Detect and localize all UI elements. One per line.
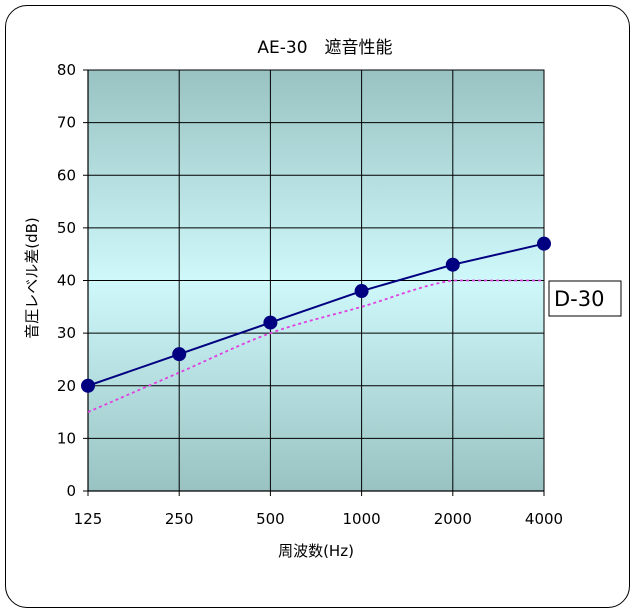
y-axis-title: 音圧レベル差(dB) xyxy=(23,217,41,339)
y-tick-label: 10 xyxy=(57,429,76,447)
axes: 0 10 20 30 40 50 60 70 80 125 250 500 1000 2000 4000 xyxy=(57,61,563,528)
d30-reference-label: D-30 xyxy=(548,280,622,317)
series-line-ae30 xyxy=(87,242,545,387)
chart-title: AE-30 遮音性能 xyxy=(257,38,392,58)
x-tick-label: 125 xyxy=(74,510,103,528)
data-point-marker xyxy=(172,347,187,362)
y-tick-label: 0 xyxy=(66,482,76,500)
x-tick-label: 250 xyxy=(165,510,194,528)
y-tick-label: 50 xyxy=(57,219,76,237)
y-tick-label: 60 xyxy=(57,166,76,184)
data-point-marker xyxy=(445,257,460,272)
y-tick-label: 70 xyxy=(57,114,76,132)
x-tick-label: 500 xyxy=(256,510,285,528)
data-point-marker xyxy=(537,236,551,251)
series-line-d30 xyxy=(87,279,544,413)
d30-label-box xyxy=(548,280,622,317)
x-tick-label: 1000 xyxy=(343,510,381,528)
y-tick-label: 30 xyxy=(57,324,76,342)
y-tick-label: 40 xyxy=(57,272,76,290)
data-point-marker xyxy=(263,315,278,330)
y-tick-label: 20 xyxy=(57,377,76,395)
x-axis-title: 周波数(Hz) xyxy=(278,542,354,560)
data-point-marker xyxy=(81,378,95,393)
data-point-marker xyxy=(354,284,369,299)
y-tick-label: 80 xyxy=(57,61,76,79)
x-tick-label: 2000 xyxy=(434,510,472,528)
series-layer xyxy=(81,236,551,413)
d30-label-text: D-30 xyxy=(554,287,604,311)
x-tick-label: 4000 xyxy=(525,510,563,528)
